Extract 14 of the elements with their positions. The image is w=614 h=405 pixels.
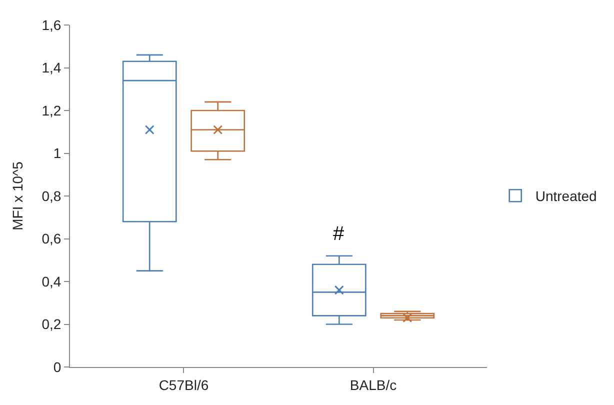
y-tick-label: 0	[53, 358, 62, 375]
y-tick-label: 0,6	[42, 230, 62, 247]
y-tick-label: 0,4	[42, 273, 62, 290]
x-tick-label: C57Bl/6	[158, 376, 209, 393]
y-tick-label: 1,4	[42, 60, 62, 76]
y-axis-title: MFI x 10^5	[9, 161, 26, 230]
x-tick-label: BALB/c	[350, 376, 397, 393]
y-tick-label: 1	[53, 145, 62, 162]
y-tick-label: 1,6	[42, 16, 62, 33]
y-tick-label: 0,8	[42, 188, 62, 204]
legend-label: Untreated	[535, 188, 597, 204]
y-tick-label: 1,2	[42, 102, 62, 118]
annotation: #	[333, 223, 345, 245]
y-tick-label: 0,2	[42, 316, 62, 332]
